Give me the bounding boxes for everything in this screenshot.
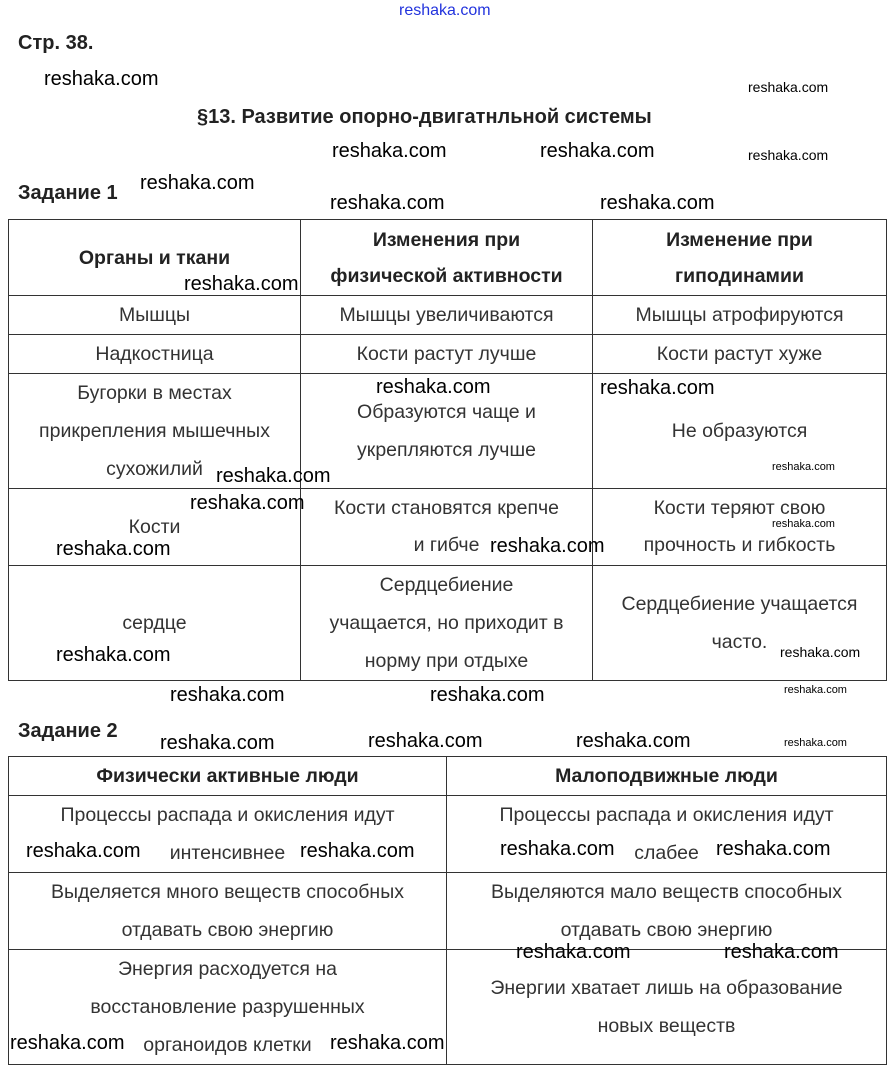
watermark: reshaka.com xyxy=(784,684,847,696)
watermark: reshaka.com xyxy=(600,192,715,214)
table-row: Энергия расходуется на восстановление ра… xyxy=(8,949,887,1065)
watermark: reshaka.com xyxy=(170,684,285,706)
header-cell: Физически активные люди xyxy=(8,756,447,796)
table-row: Кости Кости становятся крепче и гибче Ко… xyxy=(8,488,887,566)
table-row: Мышцы Мышцы увеличиваются Мышцы атрофиру… xyxy=(8,295,887,335)
table-cell: Энергии хватает лишь на образование новы… xyxy=(446,949,887,1065)
task1-label: Задание 1 xyxy=(18,182,118,204)
table-header-row: Органы и ткани Изменения при физической … xyxy=(8,219,887,296)
watermark: reshaka.com xyxy=(600,377,715,399)
table-cell: Надкостница xyxy=(8,334,301,374)
page-label: Стр. 38. xyxy=(18,32,94,54)
table-row: Надкостница Кости растут лучше Кости рас… xyxy=(8,334,887,374)
watermark: reshaka.com xyxy=(160,732,275,754)
watermark: reshaka.com xyxy=(190,492,305,514)
watermark: reshaka.com xyxy=(490,535,605,557)
table-cell: Кости растут хуже xyxy=(592,334,887,374)
watermark: reshaka.com xyxy=(368,730,483,752)
watermark: reshaka.com xyxy=(780,644,861,660)
table-row: Бугорки в местах прикрепления мышечных с… xyxy=(8,373,887,489)
table-cell: Мышцы атрофируются xyxy=(592,295,887,335)
watermark: reshaka.com xyxy=(772,518,835,530)
watermark: reshaka.com xyxy=(26,840,141,862)
watermark: reshaka.com xyxy=(332,140,447,162)
watermark: reshaka.com xyxy=(772,461,835,473)
table-cell: Кости растут лучше xyxy=(300,334,593,374)
table-cell: Энергия расходуется на восстановление ра… xyxy=(8,949,447,1065)
watermark: reshaka.com xyxy=(784,737,847,749)
table-cell: Процессы распада и окисления идут интенс… xyxy=(8,795,447,873)
watermark: reshaka.com xyxy=(56,644,171,666)
watermark: reshaka.com xyxy=(184,273,299,295)
task1-table: Органы и ткани Изменения при физической … xyxy=(8,219,887,681)
watermark: reshaka.com xyxy=(748,147,829,163)
watermark: reshaka.com xyxy=(576,730,691,752)
task2-table: Физически активные люди Малоподвижные лю… xyxy=(8,756,887,1065)
watermark: reshaka.com xyxy=(430,684,545,706)
table-row: сердце Сердцебиение учащается, но приход… xyxy=(8,565,887,681)
table-row: Процессы распада и окисления идут интенс… xyxy=(8,795,887,873)
table-cell: Сердцебиение учащается, но приходит в но… xyxy=(300,565,593,681)
table-cell: Выделяется много веществ способных отдав… xyxy=(8,872,447,950)
watermark: reshaka.com xyxy=(10,1032,125,1054)
watermark: reshaka.com xyxy=(376,376,491,398)
table-cell: Мышцы xyxy=(8,295,301,335)
watermark: reshaka.com xyxy=(748,79,829,95)
table-cell: Выделяются мало веществ способных отдава… xyxy=(446,872,887,950)
watermark: reshaka.com xyxy=(724,941,839,963)
task2-label: Задание 2 xyxy=(18,720,118,742)
header-cell: Изменение при гиподинамии xyxy=(592,219,887,296)
table-cell: Кости xyxy=(8,488,301,566)
watermark: reshaka.com xyxy=(540,140,655,162)
table-row: Выделяется много веществ способных отдав… xyxy=(8,872,887,950)
header-cell: Органы и ткани xyxy=(8,219,301,296)
watermark: reshaka.com xyxy=(330,192,445,214)
watermark: reshaka.com xyxy=(44,68,159,90)
watermark: reshaka.com xyxy=(140,172,255,194)
watermark: reshaka.com xyxy=(300,840,415,862)
table-cell: Кости становятся крепче и гибче xyxy=(300,488,593,566)
watermark: reshaka.com xyxy=(500,838,615,860)
table-cell: сердце xyxy=(8,565,301,681)
table-header-row: Физически активные люди Малоподвижные лю… xyxy=(8,756,887,796)
table-cell: Бугорки в местах прикрепления мышечных с… xyxy=(8,373,301,489)
table-cell: Кости теряют свою прочность и гибкость xyxy=(592,488,887,566)
watermark: reshaka.com xyxy=(716,838,831,860)
watermark: reshaka.com xyxy=(56,538,171,560)
table-cell: Сердцебиение учащается часто. xyxy=(592,565,887,681)
header-cell: Малоподвижные люди xyxy=(446,756,887,796)
table-cell: Мышцы увеличиваются xyxy=(300,295,593,335)
table-cell: Не образуются xyxy=(592,373,887,489)
header-cell: Изменения при физической активности xyxy=(300,219,593,296)
watermark: reshaka.com xyxy=(330,1032,445,1054)
table-cell: Процессы распада и окисления идут слабее xyxy=(446,795,887,873)
watermark: reshaka.com xyxy=(399,2,491,19)
watermark: reshaka.com xyxy=(516,941,631,963)
section-title: §13. Развитие опорно-двигатнльной систем… xyxy=(197,106,652,128)
watermark: reshaka.com xyxy=(216,465,331,487)
